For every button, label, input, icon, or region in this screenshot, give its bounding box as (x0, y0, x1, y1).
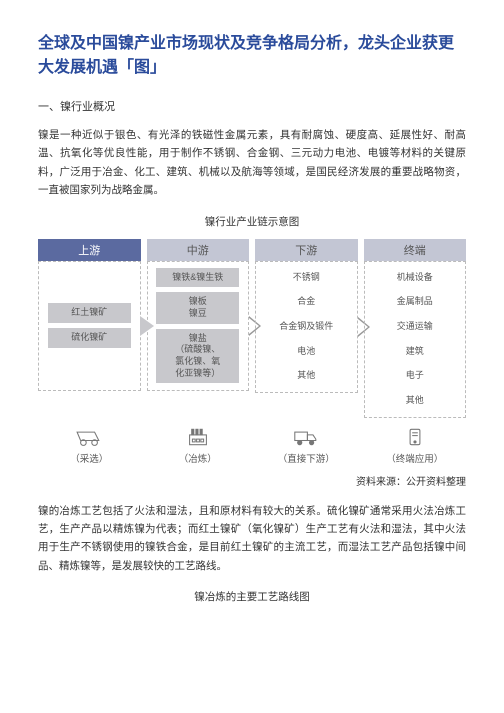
diagram-node: 交通运输 (373, 317, 456, 337)
source-citation: 资料来源：公开资料整理 (38, 473, 466, 488)
icon-smelting: （冶炼） (147, 426, 250, 465)
diagram-node: 其他 (373, 391, 456, 411)
supply-chain-diagram: 红土镍矿硫化镍矿镍铁&镍生铁镍板 镍豆镍盐 （硫酸镍、 氯化镍、氧 化亚镍等）不… (38, 261, 466, 418)
column-header: 上游 (38, 239, 141, 261)
diagram-node: 合金钢及锻件 (265, 317, 348, 337)
icon-terminal: （终端应用） (364, 426, 467, 465)
icon-row: （采选） （冶炼） （直接下游） （终端应用） (38, 426, 466, 465)
diagram-header-row: 上游中游下游终端 (38, 239, 466, 261)
diagram-node: 建筑 (373, 342, 456, 362)
paragraph-2: 镍的冶炼工艺包括了火法和湿法，且和原材料有较大的关系。硫化镍矿通常采用火法冶炼工… (38, 502, 466, 576)
icon-label: （直接下游） (278, 451, 335, 465)
icon-truck: （直接下游） (255, 426, 358, 465)
diagram-node: 其他 (265, 366, 348, 386)
diagram-node: 合金 (265, 292, 348, 312)
diagram-node: 电子 (373, 366, 456, 386)
diagram-node: 不锈钢 (265, 268, 348, 288)
column-box: 镍铁&镍生铁镍板 镍豆镍盐 （硫酸镍、 氯化镍、氧 化亚镍等） (147, 261, 250, 391)
column-box: 不锈钢合金合金钢及锻件电池其他 (255, 261, 358, 393)
diagram-node: 金属制品 (373, 292, 456, 312)
section-heading-1: 一、镍行业概况 (38, 98, 466, 114)
diagram-column: 红土镍矿硫化镍矿 (38, 261, 141, 418)
diagram-title-2: 镍冶炼的主要工艺路线图 (38, 589, 466, 604)
page-title: 全球及中国镍产业市场现状及竞争格局分析，龙头企业获更大发展机遇「图」 (38, 32, 466, 80)
diagram-node: 机械设备 (373, 268, 456, 288)
arrow-right-icon (140, 316, 154, 336)
diagram-node: 镍板 镍豆 (156, 292, 239, 323)
diagram-node: 镍铁&镍生铁 (156, 268, 239, 288)
column-header: 终端 (364, 239, 467, 261)
icon-label: （采选） (70, 451, 108, 465)
diagram-column: 机械设备金属制品交通运输建筑电子其他 (364, 261, 467, 418)
column-header: 下游 (255, 239, 358, 261)
column-box: 机械设备金属制品交通运输建筑电子其他 (364, 261, 467, 418)
icon-mining: （采选） (38, 426, 141, 465)
paragraph-1: 镍是一种近似于银色、有光泽的铁磁性金属元素，具有耐腐蚀、硬度高、延展性好、耐高温… (38, 126, 466, 200)
diagram-node: 电池 (265, 342, 348, 362)
diagram-column: 不锈钢合金合金钢及锻件电池其他 (255, 261, 358, 418)
diagram-node: 镍盐 （硫酸镍、 氯化镍、氧 化亚镍等） (156, 329, 239, 384)
column-header: 中游 (147, 239, 250, 261)
icon-label: （终端应用） (386, 451, 443, 465)
icon-label: （冶炼） (179, 451, 217, 465)
column-box: 红土镍矿硫化镍矿 (38, 261, 141, 391)
diagram-node: 硫化镍矿 (48, 328, 131, 348)
diagram-column: 镍铁&镍生铁镍板 镍豆镍盐 （硫酸镍、 氯化镍、氧 化亚镍等） (147, 261, 250, 418)
diagram-node: 红土镍矿 (48, 303, 131, 323)
diagram-title-1: 镍行业产业链示意图 (38, 214, 466, 229)
